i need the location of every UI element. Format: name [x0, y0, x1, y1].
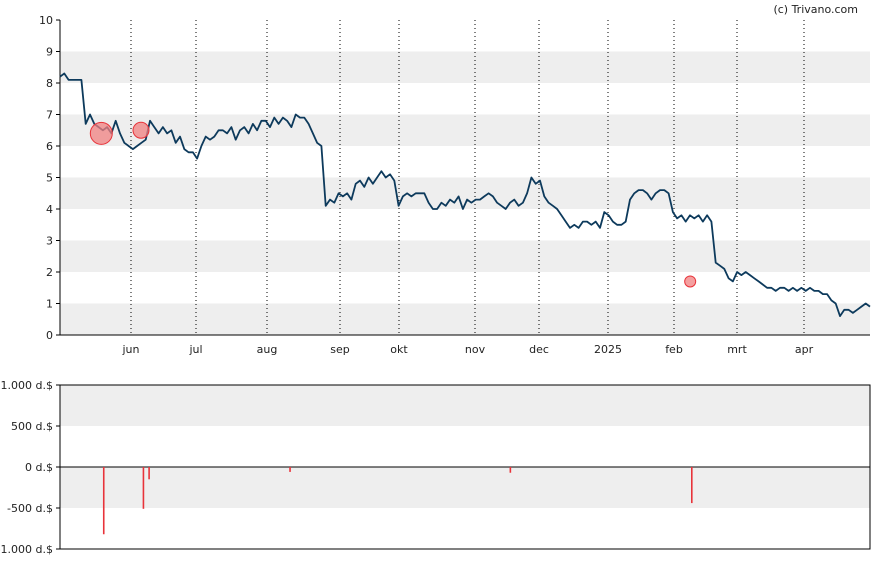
price-chart: jun jul aug sep okt nov dec 2025 feb mrt apr 0 1 2 3 4 5…: [39, 14, 871, 356]
x-tick-label: jun: [122, 343, 140, 356]
x-tick-label: okt: [390, 343, 408, 356]
x-tick-label: dec: [529, 343, 549, 356]
grid-band: [60, 114, 870, 146]
y-tick-label: 7: [46, 109, 53, 122]
x-tick-label: apr: [795, 343, 814, 356]
y-tick-label: 4: [46, 203, 53, 216]
insider-volume-chart: 1.000 d.$ 500 d.$ 0 d.$ -500 d.$ -1.000 d.$: [0, 379, 871, 556]
transaction-marker: [132, 121, 150, 139]
grid-band: [60, 303, 870, 335]
y-tick-label: 500 d.$: [11, 420, 53, 433]
transaction-marker: [89, 121, 113, 145]
grid-band: [60, 385, 870, 426]
y-tick-label: 9: [46, 46, 53, 59]
volume-frame: [59, 384, 871, 550]
y-tick-label: 5: [46, 172, 53, 185]
price-line: [59, 72, 871, 317]
x-tick-label: 2025: [594, 343, 622, 356]
x-tick-label: jul: [188, 343, 202, 356]
grid-band: [60, 467, 870, 508]
y-tick-label: 8: [46, 77, 53, 90]
y-tick-label: 2: [46, 266, 53, 279]
y-tick-label: -1.000 d.$: [0, 543, 53, 556]
grid-band: [60, 240, 870, 272]
x-tick-label: mrt: [727, 343, 747, 356]
y-tick-label: 6: [46, 140, 53, 153]
y-tick-label: 10: [39, 14, 53, 27]
y-tick-label: -500 d.$: [7, 502, 53, 515]
grid-band: [60, 51, 870, 83]
x-tick-label: sep: [330, 343, 349, 356]
y-tick-label: 3: [46, 235, 53, 248]
x-tick-label: feb: [665, 343, 683, 356]
y-tick-label: 1: [46, 298, 53, 311]
x-tick-label: nov: [465, 343, 486, 356]
x-tick-label: aug: [257, 343, 278, 356]
y-tick-label: 1.000 d.$: [1, 379, 53, 392]
credit-text: (c) Trivano.com: [773, 3, 858, 16]
y-tick-label: 0: [46, 329, 53, 342]
y-tick-label: 0 d.$: [25, 461, 53, 474]
transaction-marker: [684, 275, 697, 288]
